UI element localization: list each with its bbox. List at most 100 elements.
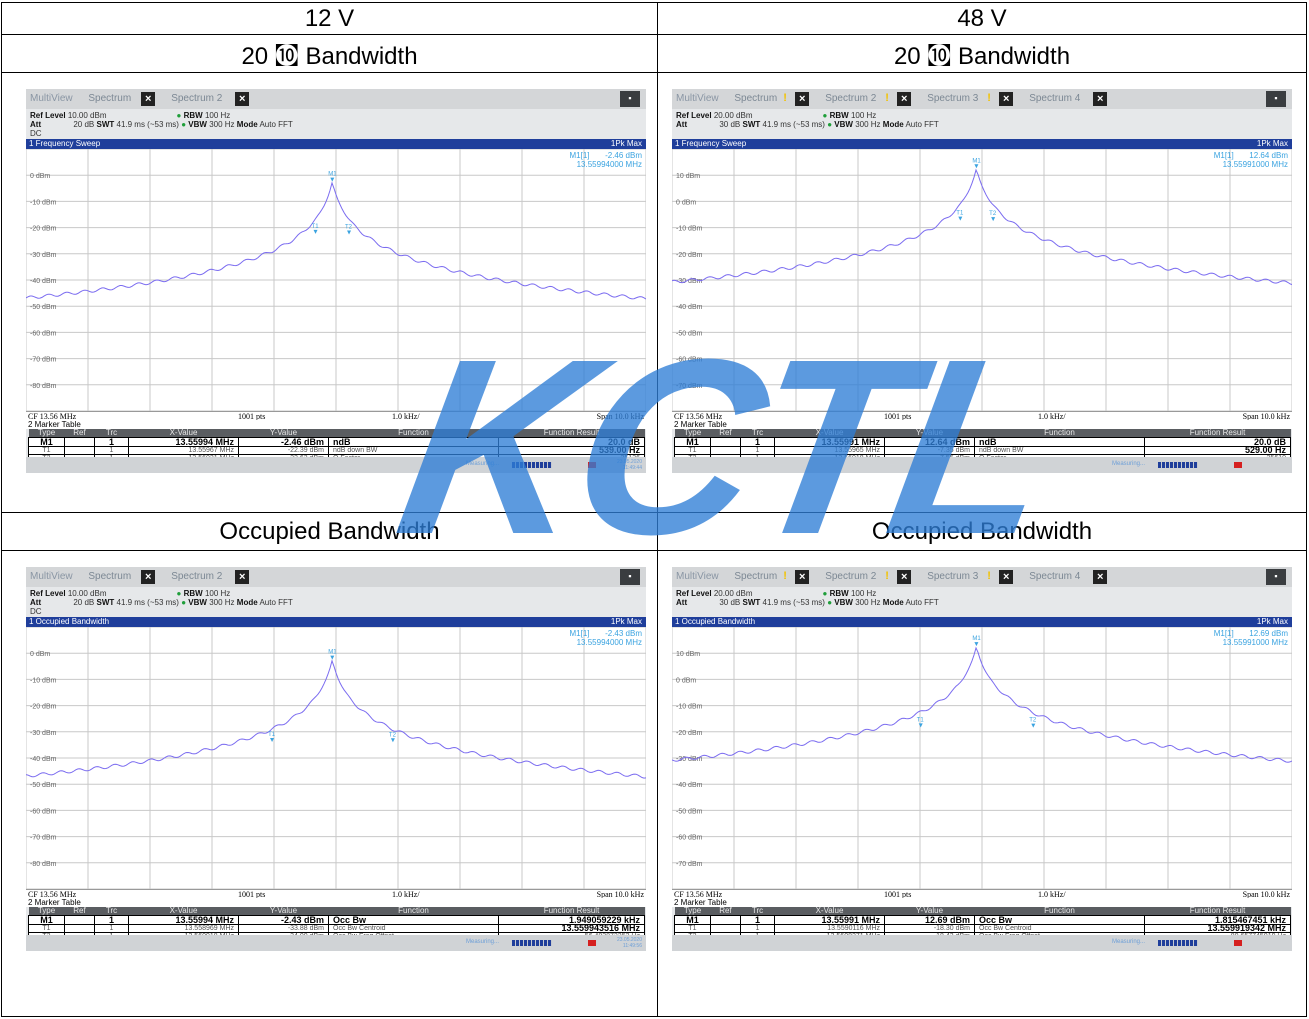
close-tab-icon[interactable]: × bbox=[235, 570, 250, 584]
status-bar: Measuring... 23.05.2020 11:49:56 bbox=[26, 935, 646, 951]
marker-table-cell: Occ Bw Centroid bbox=[974, 924, 1145, 933]
coupling-line: DC bbox=[30, 129, 42, 138]
close-tab-icon[interactable]: × bbox=[897, 570, 912, 584]
y-tick-label: -60 dBm bbox=[676, 835, 703, 842]
record-icon bbox=[588, 940, 596, 946]
close-tab-icon[interactable]: × bbox=[141, 92, 156, 106]
menu-icon[interactable]: ▪ bbox=[1266, 91, 1286, 107]
tab-multiview[interactable]: MultiView bbox=[30, 571, 73, 582]
tab-multiview[interactable]: MultiView bbox=[30, 93, 73, 104]
column-header-12v: 12 V bbox=[1, 2, 658, 35]
marker-table-cell: ndB down BW bbox=[328, 446, 499, 455]
section-label-20db-left: 20 ㉈ Bandwidth bbox=[1, 34, 658, 73]
marker-table-column-header: Type bbox=[28, 429, 65, 438]
screen-cell-obw-48v: MultiView Spectrum! × Spectrum 2! × Spectrum … bbox=[657, 550, 1307, 1017]
vbw-value: 300 Hz bbox=[855, 120, 881, 129]
marker-readout-level-value: 12.69 dBm bbox=[1249, 629, 1288, 638]
spectrum-plot-svg: 10 dBm 0 dBm -10 dBm -20 dBm -30 dBm -40 dBm -… bbox=[672, 627, 1292, 889]
marker-table-row: M1 1 13.55991 MHz 12.64 dBm ndB 20.0 dB bbox=[674, 437, 1291, 447]
status-date: 23.05.2020 bbox=[616, 937, 642, 943]
marker-t1-symbol bbox=[918, 723, 923, 728]
marker-m1-label: M1 bbox=[328, 650, 337, 656]
menu-icon[interactable]: ▪ bbox=[620, 91, 640, 107]
marker-table-cell: M1 bbox=[28, 437, 65, 447]
y-tick-label: -60 dBm bbox=[30, 330, 57, 337]
tab-strip: MultiView Spectrum × Spectrum 2 × ▪ bbox=[26, 567, 646, 587]
marker-table-column-header: Function Result bbox=[1144, 429, 1291, 438]
mode-value: Auto FFT bbox=[259, 120, 293, 129]
close-tab-icon[interactable]: × bbox=[1093, 570, 1108, 584]
att-value: 20 dB bbox=[73, 598, 95, 607]
marker-t1-label: T1 bbox=[312, 224, 320, 230]
close-tab-icon[interactable]: × bbox=[999, 570, 1014, 584]
marker-table-column-header: Function bbox=[328, 429, 499, 438]
y-tick-label: -50 dBm bbox=[676, 330, 703, 337]
marker-t1-symbol bbox=[313, 229, 318, 234]
close-tab-icon[interactable]: × bbox=[795, 570, 810, 584]
marker-table-cell bbox=[64, 915, 95, 925]
tab-spectrum[interactable]: Spectrum bbox=[734, 571, 778, 582]
warning-icon: ! bbox=[987, 92, 991, 104]
close-tab-icon[interactable]: × bbox=[897, 92, 912, 106]
close-tab-icon[interactable]: × bbox=[141, 570, 156, 584]
tab-strip: MultiView Spectrum! × Spectrum 2! × Spectrum … bbox=[672, 567, 1292, 587]
close-tab-icon[interactable]: × bbox=[235, 92, 250, 106]
tab-spectrum[interactable]: Spectrum bbox=[88, 571, 132, 582]
marker-readout-level: M1[1] 12.64 dBm bbox=[1214, 151, 1288, 160]
marker-m1-symbol bbox=[974, 642, 979, 647]
menu-icon[interactable]: ▪ bbox=[620, 569, 640, 585]
marker-table-column-header: Ref bbox=[710, 907, 741, 916]
tab-spectrum-2[interactable]: Spectrum 2 bbox=[171, 93, 223, 104]
close-tab-icon[interactable]: × bbox=[1093, 92, 1108, 106]
marker-table-cell: 12.64 dBm bbox=[884, 437, 975, 447]
frequency-scale-bar: CF 13.56 MHz 1001 pts 1.0 kHz/Span 10.0 kH… bbox=[672, 411, 1292, 421]
detector-mode: 1Pk Max bbox=[1256, 617, 1288, 626]
spectrum-plot-svg: 0 dBm -10 dBm -20 dBm -30 dBm -40 dBm -50 dBm… bbox=[26, 149, 646, 411]
y-tick-label: -20 dBm bbox=[676, 252, 703, 259]
close-tab-icon[interactable]: × bbox=[999, 92, 1014, 106]
marker-table-row: M1 1 13.55994 MHz -2.43 dBm Occ Bw 1.94905922… bbox=[28, 915, 645, 925]
marker-table-cell bbox=[710, 915, 741, 925]
tab-spectrum-4[interactable]: Spectrum 4 bbox=[1029, 571, 1081, 582]
marker-table-cell: T1 bbox=[674, 924, 711, 933]
menu-icon[interactable]: ▪ bbox=[1266, 569, 1286, 585]
y-tick-label: -70 dBm bbox=[30, 835, 57, 842]
measuring-status: Measuring... bbox=[1112, 461, 1146, 467]
tab-multiview[interactable]: MultiView bbox=[676, 93, 719, 104]
tab-spectrum-2[interactable]: Spectrum 2 bbox=[825, 571, 877, 582]
marker-t2-label: T2 bbox=[1029, 718, 1037, 724]
tab-spectrum[interactable]: Spectrum bbox=[88, 93, 132, 104]
tab-spectrum-3[interactable]: Spectrum 3 bbox=[927, 93, 979, 104]
marker-table-cell: -22.39 dBm bbox=[238, 446, 329, 455]
y-tick-label: -70 dBm bbox=[30, 357, 57, 364]
marker-table-column-header: Trc bbox=[94, 907, 129, 916]
tab-spectrum-4[interactable]: Spectrum 4 bbox=[1029, 93, 1081, 104]
points-count: 1001 pts bbox=[238, 412, 266, 421]
marker-table-cell: 13.55965 MHz bbox=[774, 446, 885, 455]
tab-spectrum-2[interactable]: Spectrum 2 bbox=[825, 93, 877, 104]
progress-bar bbox=[512, 940, 552, 946]
measurement-title-bar: 1 Occupied Bandwidth 1Pk Max bbox=[672, 617, 1292, 627]
close-tab-icon[interactable]: × bbox=[795, 92, 810, 106]
tab-spectrum[interactable]: Spectrum bbox=[734, 93, 778, 104]
marker-table-row: T1 1 13.55967 MHz -22.39 dBm ndB down BW 539.… bbox=[28, 446, 645, 455]
y-tick-label: -30 dBm bbox=[676, 278, 703, 285]
marker-t2-symbol bbox=[347, 230, 352, 235]
marker-table-cell: ndB bbox=[974, 437, 1145, 447]
frequency-per-division: 1.0 kHz/ bbox=[1038, 890, 1066, 899]
marker-table-cell: 13.558969 MHz bbox=[128, 924, 239, 933]
tab-spectrum-3[interactable]: Spectrum 3 bbox=[927, 571, 979, 582]
tab-multiview[interactable]: MultiView bbox=[676, 571, 719, 582]
marker-readout-name: M1[1] bbox=[569, 151, 590, 160]
spectrum-screenshot-obw-48v: MultiView Spectrum! × Spectrum 2! × Spectrum … bbox=[672, 567, 1292, 951]
record-icon bbox=[588, 462, 596, 468]
ref-level-line: Ref Level 10.00 dBm ● RBW 100 Hz bbox=[30, 589, 231, 598]
marker-t1-symbol bbox=[270, 737, 275, 742]
marker-table-cell: 1 bbox=[94, 446, 129, 455]
measurement-title-bar: 1 Frequency Sweep 1Pk Max bbox=[26, 139, 646, 149]
ref-level-line: Ref Level 20.00 dBm ● RBW 100 Hz bbox=[676, 111, 877, 120]
tab-spectrum-2[interactable]: Spectrum 2 bbox=[171, 571, 223, 582]
marker-table-cell: 13.5590116 MHz bbox=[774, 924, 885, 933]
swt-value: 41.9 ms (~53 ms) bbox=[116, 120, 179, 129]
y-tick-label: -30 dBm bbox=[676, 756, 703, 763]
